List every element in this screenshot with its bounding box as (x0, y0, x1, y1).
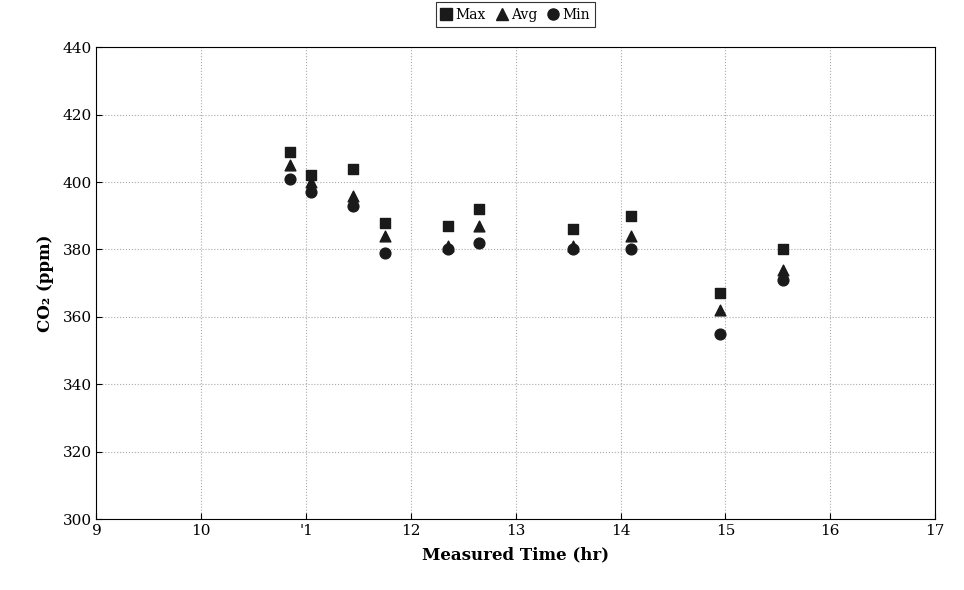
Point (304, 171, 319, 180)
Point (566, 245, 581, 254)
X-axis label: Measured Time (hr): Measured Time (hr) (422, 546, 609, 563)
Point (471, 221, 487, 231)
Point (377, 231, 392, 241)
Legend: Max, Avg, Min: Max, Avg, Min (436, 2, 596, 27)
Point (440, 241, 455, 251)
Point (440, 245, 455, 254)
Point (471, 238, 487, 247)
Point (345, 164, 361, 173)
Point (345, 191, 361, 200)
Point (624, 245, 639, 254)
Point (775, 275, 790, 284)
Point (377, 218, 392, 227)
Point (345, 201, 361, 211)
Point (304, 178, 319, 187)
Point (712, 306, 728, 315)
Point (566, 241, 581, 251)
Point (566, 225, 581, 234)
Point (624, 231, 639, 241)
Point (624, 211, 639, 221)
Point (282, 147, 298, 156)
Point (471, 204, 487, 214)
Point (282, 160, 298, 170)
Point (377, 248, 392, 258)
Point (775, 245, 790, 254)
Point (304, 188, 319, 197)
Point (712, 289, 728, 298)
Point (440, 221, 455, 231)
Point (282, 174, 298, 183)
Y-axis label: CO₂ (ppm): CO₂ (ppm) (37, 234, 54, 332)
Point (775, 265, 790, 274)
Point (712, 329, 728, 339)
